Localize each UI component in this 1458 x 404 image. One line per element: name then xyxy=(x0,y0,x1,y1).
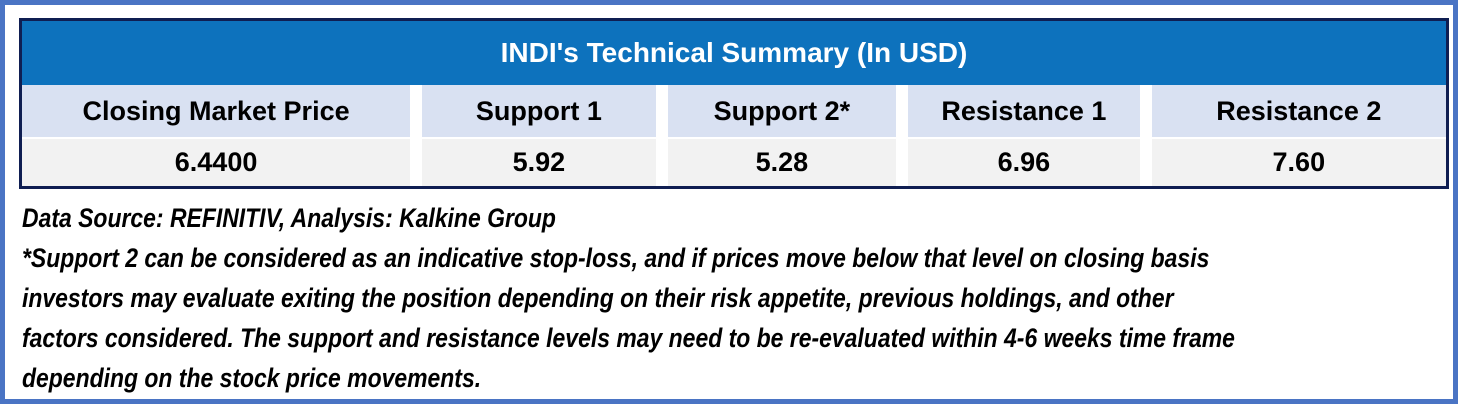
column-header-resistance-1: Resistance 1 xyxy=(908,85,1140,137)
disclaimer-line: *Support 2 can be considered as an indic… xyxy=(22,243,1210,273)
column-header-resistance-2: Resistance 2 xyxy=(1151,85,1446,137)
value-closing-market-price: 6.4400 xyxy=(22,139,411,186)
data-source-line: Data Source: REFINITIV, Analysis: Kalkin… xyxy=(22,203,556,233)
table-grid: Closing Market Price Support 1 Support 2… xyxy=(22,85,1446,186)
value-support-1: 5.92 xyxy=(422,139,656,186)
value-resistance-2: 7.60 xyxy=(1151,139,1446,186)
disclaimer-line: depending on the stock price movements. xyxy=(22,363,482,393)
disclaimer-line: factors considered. The support and resi… xyxy=(22,323,1235,353)
value-resistance-1: 6.96 xyxy=(908,139,1140,186)
footnotes: Data Source: REFINITIV, Analysis: Kalkin… xyxy=(22,198,1452,398)
table-title: INDI's Technical Summary (In USD) xyxy=(22,21,1446,85)
value-support-2: 5.28 xyxy=(667,139,897,186)
disclaimer-line: investors may evaluate exiting the posit… xyxy=(22,283,1174,313)
column-header-closing-market-price: Closing Market Price xyxy=(22,85,411,137)
column-header-support-1: Support 1 xyxy=(422,85,656,137)
technical-summary-table: INDI's Technical Summary (In USD) Closin… xyxy=(19,18,1449,189)
column-header-support-2: Support 2* xyxy=(667,85,897,137)
